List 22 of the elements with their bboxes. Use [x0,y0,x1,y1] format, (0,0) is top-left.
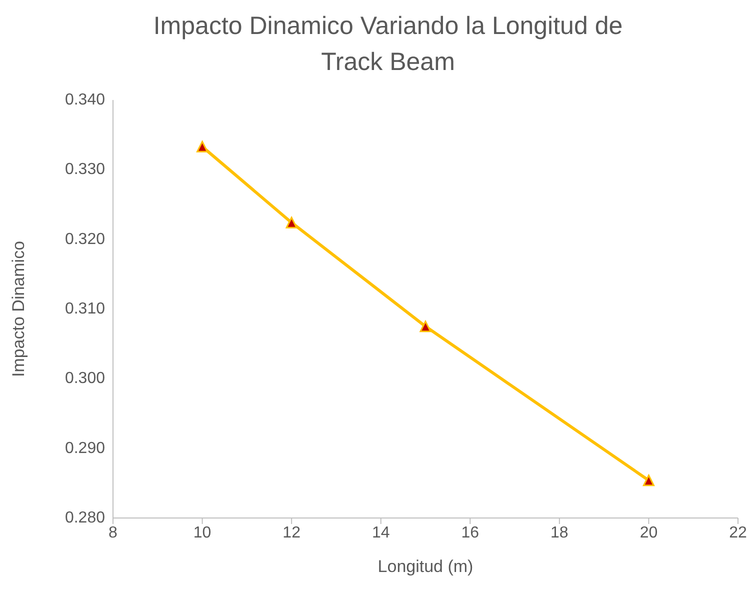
y-tick-label: 0.330 [64,161,106,178]
x-tick-label: 22 [729,524,747,542]
y-tick-label: 0.290 [64,440,106,457]
x-tick-label: 14 [372,524,390,542]
x-axis-title: Longitud (m) [378,557,474,576]
y-tick-label: 0.320 [64,230,106,248]
y-tick-label: 0.280 [64,510,106,526]
point [420,320,432,332]
point [286,216,298,228]
y-axis-title: Impacto Dinamico [9,240,28,378]
y-tick-label: 0.300 [64,370,106,388]
x-tick-label: 12 [282,524,301,542]
x-tick-label: 8 [108,524,118,542]
y-tick-label: 0.310 [64,300,106,318]
chart-title: Impacto Dinamico Variando la Longitud de Track Beam [152,11,624,78]
x-tick-label: 18 [550,524,568,542]
point [642,474,654,486]
x-tick-label: 16 [461,524,480,542]
point [196,140,208,152]
y-tick-label: 0.340 [64,92,106,108]
x-tick-label: 20 [640,524,658,542]
x-tick-label: 10 [193,524,212,542]
